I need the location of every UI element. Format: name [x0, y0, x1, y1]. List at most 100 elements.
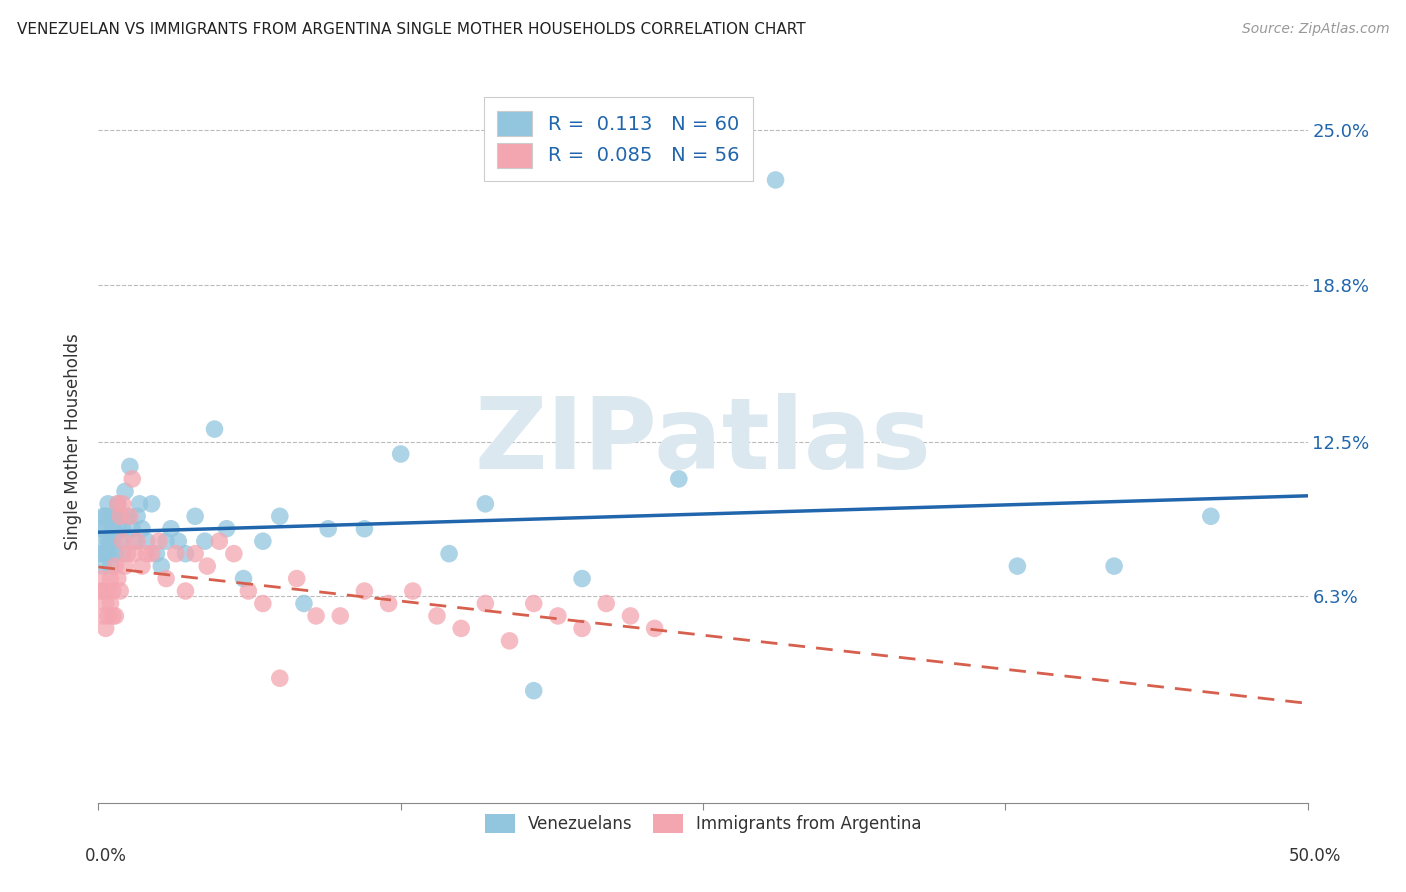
Point [1007, 559, 1029, 574]
Point [353, 584, 375, 599]
Point [329, 609, 352, 624]
Point [107, 572, 129, 586]
Point [595, 597, 617, 611]
Point [426, 609, 449, 624]
Point [90, 547, 112, 561]
Point [108, 509, 131, 524]
Point [141, 497, 163, 511]
Point [1199, 509, 1222, 524]
Point [165, 547, 187, 561]
Point [167, 534, 190, 549]
Point [174, 584, 197, 599]
Point [208, 534, 231, 549]
Point [135, 534, 157, 549]
Point [571, 621, 593, 635]
Point [238, 584, 260, 599]
Point [100, 597, 122, 611]
Point [91, 584, 114, 599]
Point [316, 522, 339, 536]
Point [668, 472, 690, 486]
Point [121, 472, 143, 486]
Point [184, 547, 207, 561]
Point [100, 509, 122, 524]
Point [118, 459, 141, 474]
Point [101, 534, 124, 549]
Point [100, 534, 122, 549]
Point [523, 683, 546, 698]
Point [117, 547, 139, 561]
Text: 0.0%: 0.0% [84, 847, 127, 865]
Point [91, 509, 114, 524]
Point [195, 559, 218, 574]
Point [127, 509, 149, 524]
Point [285, 572, 308, 586]
Point [194, 534, 217, 549]
Point [90, 584, 112, 599]
Point [91, 534, 114, 549]
Point [121, 522, 143, 536]
Point [305, 609, 328, 624]
Point [619, 609, 641, 624]
Point [94, 509, 117, 524]
Point [402, 584, 425, 599]
Point [174, 547, 197, 561]
Point [97, 547, 120, 561]
Point [97, 497, 120, 511]
Point [135, 547, 157, 561]
Point [222, 547, 245, 561]
Point [145, 547, 167, 561]
Point [389, 447, 412, 461]
Point [91, 559, 114, 574]
Point [269, 509, 291, 524]
Point [155, 572, 177, 586]
Point [104, 609, 127, 624]
Point [91, 609, 114, 624]
Legend: Venezuelans, Immigrants from Argentina: Venezuelans, Immigrants from Argentina [477, 805, 929, 841]
Point [114, 559, 136, 574]
Point [117, 509, 139, 524]
Point [353, 522, 375, 536]
Y-axis label: Single Mother Households: Single Mother Households [65, 334, 83, 549]
Point [571, 572, 593, 586]
Point [252, 534, 274, 549]
Point [111, 522, 134, 536]
Point [94, 522, 117, 536]
Point [108, 584, 131, 599]
Point [114, 484, 136, 499]
Point [204, 422, 226, 436]
Point [104, 509, 127, 524]
Point [155, 534, 177, 549]
Point [252, 597, 274, 611]
Point [111, 497, 134, 511]
Point [160, 522, 183, 536]
Point [498, 633, 520, 648]
Point [108, 509, 131, 524]
Point [765, 173, 787, 187]
Text: 50.0%: 50.0% [1288, 847, 1341, 865]
Point [128, 497, 150, 511]
Point [131, 559, 153, 574]
Text: VENEZUELAN VS IMMIGRANTS FROM ARGENTINA SINGLE MOTHER HOUSEHOLDS CORRELATION CHA: VENEZUELAN VS IMMIGRANTS FROM ARGENTINA … [17, 22, 806, 37]
Point [269, 671, 291, 685]
Point [111, 547, 134, 561]
Point [104, 559, 127, 574]
Point [101, 584, 124, 599]
Point [107, 497, 129, 511]
Text: Source: ZipAtlas.com: Source: ZipAtlas.com [1241, 22, 1389, 37]
Point [100, 572, 122, 586]
Point [97, 609, 120, 624]
Point [124, 547, 146, 561]
Point [148, 534, 170, 549]
Point [127, 534, 149, 549]
Point [97, 534, 120, 549]
Point [1102, 559, 1125, 574]
Point [184, 509, 207, 524]
Point [118, 509, 141, 524]
Point [377, 597, 399, 611]
Text: ZIPatlas: ZIPatlas [475, 393, 931, 490]
Point [94, 597, 117, 611]
Point [232, 572, 254, 586]
Point [100, 559, 122, 574]
Point [150, 559, 173, 574]
Point [107, 497, 129, 511]
